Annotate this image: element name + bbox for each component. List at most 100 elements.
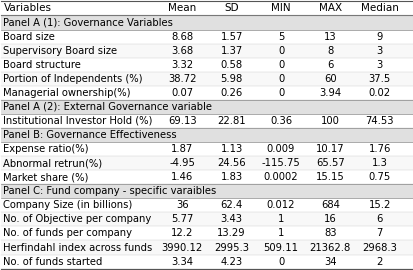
Text: 1.3: 1.3 — [371, 158, 387, 168]
Text: 2995.3: 2995.3 — [214, 242, 249, 252]
Text: 3.43: 3.43 — [220, 214, 242, 224]
Text: 15.15: 15.15 — [315, 172, 344, 182]
Bar — [1, 29, 412, 43]
Text: 65.57: 65.57 — [315, 158, 344, 168]
Text: 1.57: 1.57 — [220, 32, 242, 42]
Text: 3990.12: 3990.12 — [161, 242, 202, 252]
Text: 21362.8: 21362.8 — [309, 242, 350, 252]
Text: 0.0002: 0.0002 — [263, 172, 298, 182]
Text: 8.68: 8.68 — [171, 32, 193, 42]
Bar — [1, 72, 412, 86]
Text: 0.009: 0.009 — [266, 144, 294, 154]
Text: 0.07: 0.07 — [171, 88, 193, 98]
Text: Panel C: Fund company - specific varaibles: Panel C: Fund company - specific varaibl… — [3, 186, 216, 196]
Text: Company Size (in billions): Company Size (in billions) — [3, 200, 133, 210]
Text: 2968.3: 2968.3 — [361, 242, 396, 252]
Text: MIN: MIN — [271, 4, 290, 14]
Text: No. of funds per company: No. of funds per company — [3, 228, 132, 238]
Text: 1: 1 — [277, 228, 283, 238]
Bar — [1, 86, 412, 100]
Text: Portion of Independents (%): Portion of Independents (%) — [3, 74, 142, 84]
Text: 1.83: 1.83 — [220, 172, 242, 182]
Text: Panel A (1): Governance Variables: Panel A (1): Governance Variables — [3, 18, 173, 28]
Bar — [1, 227, 412, 241]
Text: Abnormal retrun(%): Abnormal retrun(%) — [3, 158, 102, 168]
Text: 1.37: 1.37 — [220, 46, 242, 56]
Text: 684: 684 — [320, 200, 339, 210]
Text: 74.53: 74.53 — [365, 116, 393, 126]
Text: 4.23: 4.23 — [220, 256, 242, 266]
Text: 5.98: 5.98 — [220, 74, 242, 84]
Text: 9: 9 — [375, 32, 382, 42]
Bar — [1, 43, 412, 58]
Text: 0: 0 — [277, 74, 283, 84]
Bar — [1, 170, 412, 184]
Text: 37.5: 37.5 — [368, 74, 390, 84]
Text: 10.17: 10.17 — [315, 144, 344, 154]
Text: 13.29: 13.29 — [217, 228, 245, 238]
Text: 5: 5 — [277, 32, 283, 42]
Text: 8: 8 — [326, 46, 333, 56]
Text: Median: Median — [360, 4, 398, 14]
Bar — [1, 184, 412, 198]
Text: Panel B: Governance Effectiveness: Panel B: Governance Effectiveness — [3, 130, 177, 140]
Text: 1.76: 1.76 — [368, 144, 390, 154]
Text: 1.13: 1.13 — [220, 144, 242, 154]
Text: 7: 7 — [375, 228, 382, 238]
Text: 1.87: 1.87 — [171, 144, 193, 154]
Bar — [1, 58, 412, 72]
Text: 2: 2 — [375, 256, 382, 266]
Text: 69.13: 69.13 — [168, 116, 196, 126]
Text: 0.012: 0.012 — [266, 200, 294, 210]
Text: Institutional Investor Hold (%): Institutional Investor Hold (%) — [3, 116, 152, 126]
Text: 62.4: 62.4 — [220, 200, 242, 210]
Text: Herfindahl index across funds: Herfindahl index across funds — [3, 242, 152, 252]
Text: 5.77: 5.77 — [171, 214, 193, 224]
Text: 0.26: 0.26 — [220, 88, 242, 98]
Text: 24.56: 24.56 — [217, 158, 245, 168]
Text: 6: 6 — [326, 60, 333, 70]
Bar — [1, 114, 412, 128]
Bar — [1, 100, 412, 114]
Text: 3.94: 3.94 — [318, 88, 341, 98]
Text: 0: 0 — [277, 256, 283, 266]
Text: 100: 100 — [320, 116, 339, 126]
Bar — [1, 241, 412, 255]
Text: Mean: Mean — [168, 4, 196, 14]
Text: No. of Objective per company: No. of Objective per company — [3, 214, 151, 224]
Text: 3.34: 3.34 — [171, 256, 193, 266]
Text: 60: 60 — [323, 74, 336, 84]
Text: Panel A (2): External Governance variable: Panel A (2): External Governance variabl… — [3, 102, 212, 112]
Text: 36: 36 — [176, 200, 188, 210]
Text: SD: SD — [224, 4, 238, 14]
Text: -115.75: -115.75 — [261, 158, 300, 168]
Text: 12.2: 12.2 — [171, 228, 193, 238]
Text: 3: 3 — [376, 60, 382, 70]
Text: 1.46: 1.46 — [171, 172, 193, 182]
Bar — [1, 142, 412, 156]
Bar — [1, 255, 412, 269]
Text: 0: 0 — [277, 88, 283, 98]
Text: 0.02: 0.02 — [368, 88, 390, 98]
Bar — [1, 156, 412, 170]
Bar — [1, 212, 412, 227]
Text: No. of funds started: No. of funds started — [3, 256, 102, 266]
Text: Supervisory Board size: Supervisory Board size — [3, 46, 117, 56]
Text: Board size: Board size — [3, 32, 55, 42]
Bar — [1, 15, 412, 29]
Text: 6: 6 — [375, 214, 382, 224]
Text: Variables: Variables — [3, 4, 51, 14]
Text: Managerial ownership(%): Managerial ownership(%) — [3, 88, 131, 98]
Text: 3: 3 — [376, 46, 382, 56]
Text: 3.32: 3.32 — [171, 60, 193, 70]
Text: 16: 16 — [323, 214, 336, 224]
Text: Expense ratio(%): Expense ratio(%) — [3, 144, 89, 154]
Text: 3.68: 3.68 — [171, 46, 193, 56]
Text: MAX: MAX — [318, 4, 341, 14]
Text: 0.58: 0.58 — [220, 60, 242, 70]
Text: 34: 34 — [323, 256, 336, 266]
Bar — [1, 128, 412, 142]
Text: 83: 83 — [323, 228, 336, 238]
Text: 0: 0 — [277, 60, 283, 70]
Text: 13: 13 — [323, 32, 336, 42]
